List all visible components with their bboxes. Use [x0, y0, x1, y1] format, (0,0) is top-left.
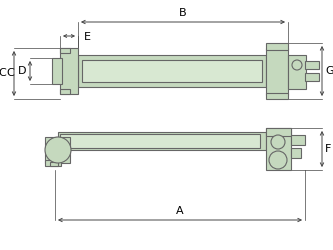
- Bar: [266, 128, 291, 170]
- Bar: [45, 137, 70, 163]
- Bar: [50, 162, 58, 166]
- Bar: [58, 132, 266, 150]
- Bar: [60, 89, 70, 94]
- Bar: [266, 43, 288, 50]
- Circle shape: [45, 137, 71, 163]
- Bar: [291, 148, 301, 158]
- Bar: [305, 73, 319, 81]
- Bar: [78, 55, 266, 87]
- Text: G: G: [325, 66, 333, 76]
- Bar: [82, 60, 262, 82]
- Text: C: C: [0, 68, 6, 78]
- Bar: [266, 128, 291, 136]
- Bar: [266, 93, 288, 99]
- Bar: [60, 48, 70, 53]
- Bar: [288, 55, 306, 89]
- Bar: [60, 48, 78, 94]
- Bar: [52, 58, 62, 84]
- Text: A: A: [176, 206, 184, 216]
- Bar: [305, 61, 319, 69]
- Circle shape: [292, 60, 302, 70]
- Bar: [45, 160, 61, 166]
- Text: E: E: [84, 32, 91, 42]
- Bar: [291, 135, 305, 145]
- Text: C: C: [6, 68, 14, 78]
- Circle shape: [269, 151, 287, 169]
- Text: B: B: [179, 8, 187, 18]
- Text: D: D: [18, 66, 26, 76]
- Bar: [60, 134, 260, 148]
- Circle shape: [271, 135, 285, 149]
- Text: F: F: [325, 144, 331, 154]
- Bar: [266, 48, 288, 95]
